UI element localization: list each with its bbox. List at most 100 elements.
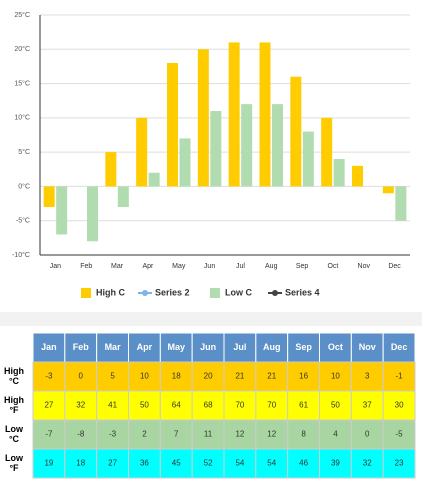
cell-text: 50 <box>140 401 149 410</box>
table-cell <box>159 361 193 392</box>
table-cell <box>350 448 384 479</box>
bar <box>241 104 253 187</box>
table-cell <box>128 361 161 392</box>
row-label: High <box>4 395 24 405</box>
cell-text: 32 <box>76 401 85 410</box>
cell-text: 4 <box>333 430 338 439</box>
bar <box>56 186 68 235</box>
cell-text: 11 <box>204 430 213 439</box>
bar <box>117 186 129 207</box>
cell-text: 64 <box>172 401 181 410</box>
cell-text: 23 <box>395 459 404 468</box>
bar <box>302 131 314 187</box>
header-text: Oct <box>328 342 343 352</box>
bar <box>136 117 148 187</box>
header-text: Feb <box>73 342 90 352</box>
x-tick-label: Apr <box>142 263 154 270</box>
bar <box>148 172 160 187</box>
row-label: °C <box>9 376 20 386</box>
cell-text: -5 <box>396 430 404 439</box>
legend-label: High C <box>96 287 125 297</box>
row-label: Low <box>5 424 24 434</box>
table-cell <box>287 448 320 479</box>
bar <box>179 138 191 187</box>
cell-text: 50 <box>331 401 340 410</box>
cell-text: 20 <box>204 372 213 381</box>
header-text: Dec <box>391 342 408 352</box>
header-cell <box>319 332 352 363</box>
y-tick-label: 0°C <box>18 182 30 190</box>
cell-text: -7 <box>45 430 53 439</box>
cell-text: 12 <box>235 430 244 439</box>
row-label: °C <box>9 434 20 444</box>
y-tick-label: 15°C <box>14 79 30 87</box>
table-cell <box>319 361 352 392</box>
y-tick-label: -10°C <box>12 251 30 259</box>
cell-text: 18 <box>172 372 181 381</box>
bar <box>197 49 209 187</box>
bar <box>167 63 178 187</box>
header-text: Jul <box>233 342 246 352</box>
table-cell <box>64 390 98 421</box>
row-label: Low <box>5 453 24 463</box>
legend-marker <box>272 290 278 296</box>
cell-text: 52 <box>204 459 213 468</box>
cell-text: 30 <box>395 401 404 410</box>
y-tick-label: 25°C <box>14 11 30 19</box>
bar <box>333 159 345 187</box>
table-cell <box>350 390 384 421</box>
cell-text: 2 <box>142 430 147 439</box>
legend-swatch <box>210 288 220 298</box>
table-cell <box>32 419 66 450</box>
row-label: High <box>4 366 24 376</box>
legend-label: Series 2 <box>155 287 190 297</box>
cell-text: 54 <box>235 459 244 468</box>
x-tick-label: Sep <box>296 263 309 270</box>
table-cell <box>64 419 98 450</box>
header-text: May <box>167 342 185 352</box>
table-cell <box>319 448 352 479</box>
cell-text: 45 <box>172 459 181 468</box>
header-cell <box>287 332 320 363</box>
legend-label: Low C <box>225 287 252 297</box>
y-tick-label: 10°C <box>14 114 30 122</box>
y-tick-label: 20°C <box>14 45 30 53</box>
cell-text: 46 <box>299 459 308 468</box>
bar <box>43 186 55 207</box>
cell-text: 39 <box>331 459 340 468</box>
cell-text: 54 <box>267 459 276 468</box>
cell-text: -3 <box>109 430 117 439</box>
bar <box>87 186 98 242</box>
cell-text: 8 <box>301 430 306 439</box>
header-text: Apr <box>137 342 153 352</box>
bar <box>395 186 407 221</box>
cell-text: 21 <box>267 372 276 381</box>
cell-text: 70 <box>235 401 244 410</box>
header-cell <box>128 332 161 363</box>
table-cell <box>319 419 352 450</box>
table-cell <box>128 448 161 479</box>
cell-text: -1 <box>396 372 404 381</box>
table-cell <box>191 448 225 479</box>
bar <box>228 42 240 187</box>
bar <box>259 42 271 187</box>
cell-text: 0 <box>365 430 370 439</box>
cell-text: 37 <box>363 401 372 410</box>
table-cell <box>287 390 320 421</box>
cell-text: 0 <box>79 372 84 381</box>
table-cell <box>191 419 225 450</box>
x-tick-label: Jan <box>50 263 61 270</box>
table-cell <box>255 361 289 392</box>
x-tick-label: Dec <box>388 263 401 270</box>
table-cell <box>382 448 416 479</box>
header-text: Jun <box>200 342 216 352</box>
x-tick-label: May <box>172 263 186 270</box>
x-tick-label: Jul <box>236 263 245 270</box>
bar <box>272 104 283 187</box>
cell-text: 7 <box>174 430 179 439</box>
cell-text: 32 <box>363 459 372 468</box>
cell-text: 61 <box>299 401 308 410</box>
cell-text: 5 <box>110 372 115 381</box>
cell-text: 19 <box>44 459 53 468</box>
